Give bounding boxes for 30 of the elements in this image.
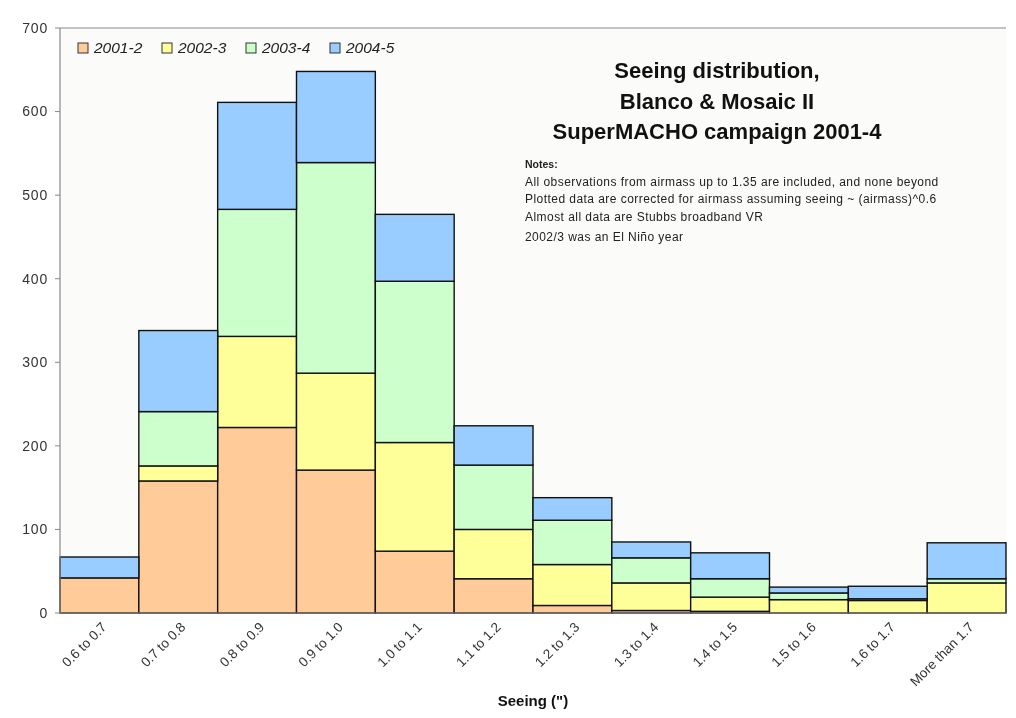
x-tick-label: 1.3 to 1.4 — [610, 619, 662, 670]
legend-label: 2003-4 — [261, 39, 311, 57]
y-tick-label: 300 — [22, 354, 48, 371]
x-tick-label: 1.0 to 1.1 — [374, 619, 425, 670]
legend-label: 2001-2 — [93, 39, 143, 57]
x-tick-label: 1.4 to 1.5 — [689, 619, 741, 670]
x-tick-label: 0.7 to 0.8 — [137, 619, 189, 670]
x-tick-label: 0.6 to 0.7 — [59, 619, 110, 670]
annotation: Notes: — [525, 158, 558, 170]
y-tick-label: 100 — [22, 521, 48, 538]
x-tick-label: 0.8 to 0.9 — [216, 619, 268, 670]
y-tick-label: 0 — [39, 604, 48, 621]
y-tick-label: 700 — [22, 19, 48, 36]
x-axis-title: Seeing (") — [497, 692, 569, 709]
x-tick-label: 0.9 to 1.0 — [295, 619, 347, 670]
legend-label: 2002-3 — [177, 39, 227, 57]
y-tick-label: 200 — [22, 437, 48, 454]
y-tick-label: 500 — [22, 187, 48, 204]
annotation: Plotted data are corrected for airmass assuming seeing ~ (airmass)^0.6 — [525, 192, 937, 206]
y-tick-label: 600 — [22, 103, 48, 120]
text: Seeing distribution, Blanco & Mosaic II SuperMACHO campaign 2001-4 — [552, 58, 883, 144]
annotation: 2002/3 was an El Niño year — [525, 230, 684, 244]
x-tick-label: 1.6 to 1.7 — [847, 619, 898, 670]
x-tick-label: 1.2 to 1.3 — [532, 619, 583, 670]
y-tick-label: 400 — [22, 270, 48, 287]
x-tick-label: 1.1 to 1.2 — [453, 619, 504, 670]
annotation: All observations from airmass up to 1.35 are included, and none beyond — [525, 174, 939, 189]
annotation: Almost all data are Stubbs broadband VR — [525, 209, 764, 224]
x-tick-label: 1.5 to 1.6 — [768, 619, 820, 670]
legend-label: 2004-5 — [345, 39, 395, 57]
